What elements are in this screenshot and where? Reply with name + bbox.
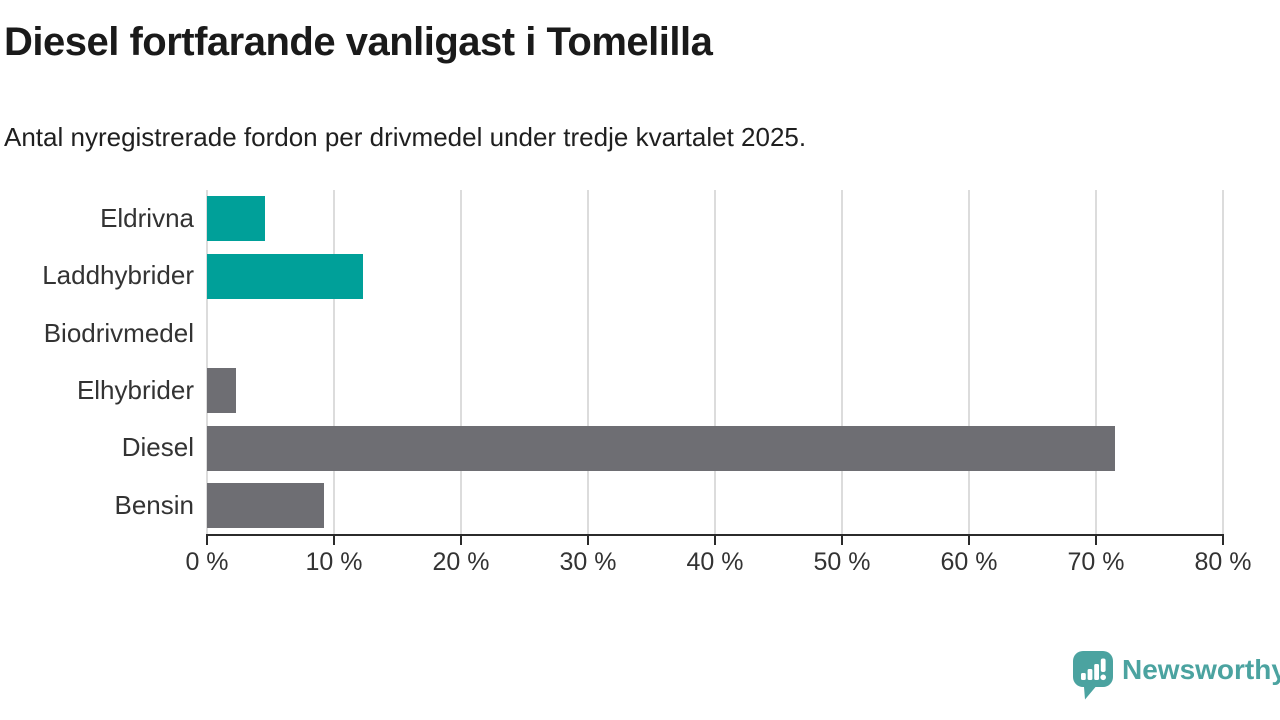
bar-elhybrider — [207, 368, 237, 414]
category-label-laddhybrider: Laddhybrider — [42, 260, 194, 291]
newsworthy-logo-text: Newsworthy — [1122, 654, 1280, 685]
x-axis-tickmark — [460, 534, 462, 545]
gridline — [968, 190, 970, 534]
x-axis-tickmark — [206, 534, 208, 545]
x-axis-tickmark — [714, 534, 716, 545]
x-tick-label: 50 % — [813, 548, 871, 576]
x-axis-tickmark — [1095, 534, 1097, 545]
gridline — [206, 190, 208, 534]
category-label-bensin: Bensin — [114, 489, 195, 520]
x-axis-tickmark — [333, 534, 335, 545]
x-axis-tickmark — [841, 534, 843, 545]
category-label-elhybrider: Elhybrider — [76, 375, 194, 406]
gridline — [841, 190, 843, 534]
bar-eldrivna — [207, 196, 266, 242]
newsworthy-bubble-chart-icon — [1073, 651, 1113, 700]
plot-area — [206, 190, 1224, 545]
category-label-biodrivmedel: Biodrivmedel — [43, 317, 194, 348]
x-tick-label: 20 % — [432, 548, 490, 576]
gridline — [333, 190, 335, 534]
x-tick-label: 0 % — [185, 548, 229, 576]
category-label-eldrivna: Eldrivna — [100, 203, 194, 234]
x-tick-label: 80 % — [1194, 548, 1252, 576]
category-label-diesel: Diesel — [121, 432, 194, 463]
bar-diesel — [207, 425, 1116, 471]
gridline — [1222, 190, 1224, 534]
chart-title: Diesel fortfarande vanligast i Tomelilla — [4, 20, 713, 64]
x-tick-label: 70 % — [1067, 548, 1125, 576]
gridline — [1095, 190, 1097, 534]
category-axis: Eldrivna Laddhybrider Biodrivmedel Elhybrid… — [0, 190, 194, 534]
chart-subtitle: Antal nyregistrerade fordon per drivmede… — [4, 122, 807, 152]
x-tick-label: 30 % — [559, 548, 617, 576]
bar-bensin — [207, 482, 324, 528]
gridline — [587, 190, 589, 534]
x-axis: 0 % 10 % 20 % 30 % 40 % 50 % 60 % 70 % 80 % — [185, 548, 1251, 580]
gridline — [714, 190, 716, 534]
x-tick-label: 40 % — [686, 548, 744, 576]
x-axis-tickmark — [968, 534, 970, 545]
x-axis-tickmark — [1222, 534, 1224, 545]
x-tick-label: 60 % — [940, 548, 998, 576]
bar-laddhybrider — [207, 253, 364, 299]
x-tick-label: 10 % — [305, 548, 363, 576]
x-axis-tickmark — [587, 534, 589, 545]
gridline — [460, 190, 462, 534]
newsworthy-logo: Newsworthy — [1073, 651, 1280, 700]
